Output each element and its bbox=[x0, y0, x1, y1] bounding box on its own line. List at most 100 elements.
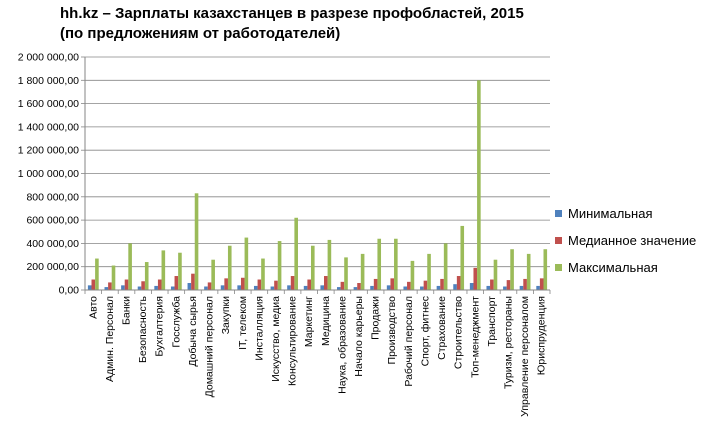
y-tick-label: 0,00 bbox=[59, 285, 80, 297]
bar-min bbox=[320, 285, 325, 290]
bar-max bbox=[310, 245, 315, 290]
bar-median bbox=[157, 279, 162, 290]
legend-item-median: Медианное значение bbox=[555, 227, 696, 254]
bar-median bbox=[373, 278, 378, 290]
bar-max bbox=[460, 225, 465, 290]
bar-max bbox=[360, 253, 365, 290]
bar-median bbox=[456, 276, 461, 290]
bar-min bbox=[503, 286, 507, 290]
x-tick-label: Безопасность bbox=[137, 295, 149, 363]
bar-min bbox=[386, 285, 391, 290]
bar-min bbox=[403, 286, 408, 290]
bar-min bbox=[104, 287, 109, 290]
bar-min bbox=[287, 285, 291, 290]
bar-max bbox=[477, 80, 481, 290]
x-tick-label: Инсталляция bbox=[253, 296, 265, 361]
x-tick-label: Банки bbox=[121, 296, 133, 325]
bar-min bbox=[453, 284, 457, 290]
bar-max bbox=[294, 217, 298, 290]
y-axis-ticks: 0,00 200 000,00 400 000,00 600 000,00 800 00… bbox=[18, 52, 79, 297]
bar-max bbox=[443, 243, 448, 290]
x-tick-label: Топ-менеджмент bbox=[469, 296, 481, 378]
x-tick-label: Продажи bbox=[370, 296, 382, 340]
x-tick-label: Закупки bbox=[220, 296, 232, 334]
bar-min bbox=[436, 285, 441, 290]
x-tick-label: Строительство bbox=[453, 296, 465, 369]
bar-median bbox=[191, 273, 195, 290]
bar-max bbox=[111, 265, 116, 290]
bar-min bbox=[486, 285, 491, 290]
bar-min bbox=[121, 285, 125, 290]
bars bbox=[87, 80, 548, 290]
bar-median bbox=[124, 279, 129, 290]
x-tick-label: Производство bbox=[386, 296, 398, 365]
bar-max bbox=[427, 253, 431, 290]
bar-median bbox=[141, 281, 145, 290]
bar-min bbox=[204, 286, 208, 290]
x-tick-label: Авто bbox=[87, 296, 99, 319]
bar-min bbox=[87, 285, 92, 290]
bar-median bbox=[440, 278, 444, 290]
x-tick-label: Спорт, фитнес bbox=[419, 296, 431, 366]
legend-swatch-max bbox=[555, 264, 562, 271]
x-tick-label: Бухгалтерия bbox=[154, 296, 166, 357]
x-axis-labels: Авто Админ. Персонал Банки Безопасность Бухг… bbox=[87, 295, 547, 416]
bar-max bbox=[144, 262, 149, 290]
x-tick-label: Юриспруденция bbox=[536, 296, 548, 375]
bar-median bbox=[274, 280, 278, 290]
y-tick-label: 400 000,00 bbox=[26, 238, 79, 250]
x-tick-label: Рабочий персонал bbox=[403, 296, 415, 387]
bar-median bbox=[490, 279, 494, 290]
bar-median bbox=[473, 267, 478, 290]
bar-median bbox=[207, 282, 212, 290]
bar-median bbox=[290, 276, 295, 290]
bar-max bbox=[128, 243, 132, 290]
bar-median bbox=[340, 281, 345, 290]
bar-min bbox=[137, 286, 142, 290]
bar-max bbox=[394, 238, 398, 290]
bar-min bbox=[220, 285, 225, 290]
legend-item-min: Минимальная bbox=[555, 200, 696, 227]
bar-median bbox=[91, 279, 96, 290]
legend: Минимальная Медианное значение Максималь… bbox=[555, 200, 696, 281]
y-tick-label: 200 000,00 bbox=[26, 261, 79, 273]
bar-min bbox=[469, 283, 474, 290]
bar-median bbox=[423, 280, 428, 290]
x-tick-label: Медицина bbox=[320, 296, 332, 346]
bar-max bbox=[178, 252, 182, 290]
chart-title: hh.kz – Зарплаты казахстанцев в разрезе … bbox=[60, 4, 700, 44]
bar-max bbox=[95, 258, 99, 290]
x-tick-label: Туризм, рестораны bbox=[502, 296, 514, 389]
bar-min bbox=[270, 286, 275, 290]
bar-min bbox=[303, 285, 308, 290]
y-tick-label: 1 400 000,00 bbox=[18, 121, 79, 133]
bar-median bbox=[357, 283, 361, 290]
x-tick-label: Начало карьеры bbox=[353, 296, 365, 377]
bar-max bbox=[493, 259, 498, 290]
bar-min bbox=[154, 285, 158, 290]
bar-median bbox=[324, 276, 328, 290]
y-tick-label: 1 000 000,00 bbox=[18, 168, 79, 180]
bar-median bbox=[539, 278, 544, 290]
bar-max bbox=[327, 239, 332, 290]
bar-median bbox=[307, 279, 311, 290]
bar-median bbox=[390, 278, 395, 290]
bar-median bbox=[174, 276, 179, 290]
legend-item-max: Максимальная bbox=[555, 254, 696, 281]
bar-min bbox=[420, 286, 424, 290]
bar-median bbox=[407, 281, 411, 290]
bar-min bbox=[253, 285, 258, 290]
x-tick-label: Домашний персонал bbox=[204, 296, 216, 397]
bar-max bbox=[161, 250, 166, 290]
bar-median bbox=[108, 282, 112, 290]
x-tick-label: Страхование bbox=[436, 296, 448, 360]
bar-max bbox=[510, 249, 514, 290]
x-tick-label: Добыча сырья bbox=[187, 296, 199, 367]
bar-median bbox=[523, 278, 527, 290]
bar-max bbox=[244, 237, 249, 290]
bar-max bbox=[227, 245, 232, 290]
bar-min bbox=[170, 286, 175, 290]
y-tick-label: 1 800 000,00 bbox=[18, 75, 79, 87]
x-tick-label: Консультирование bbox=[287, 296, 299, 386]
bar-max bbox=[194, 193, 199, 290]
